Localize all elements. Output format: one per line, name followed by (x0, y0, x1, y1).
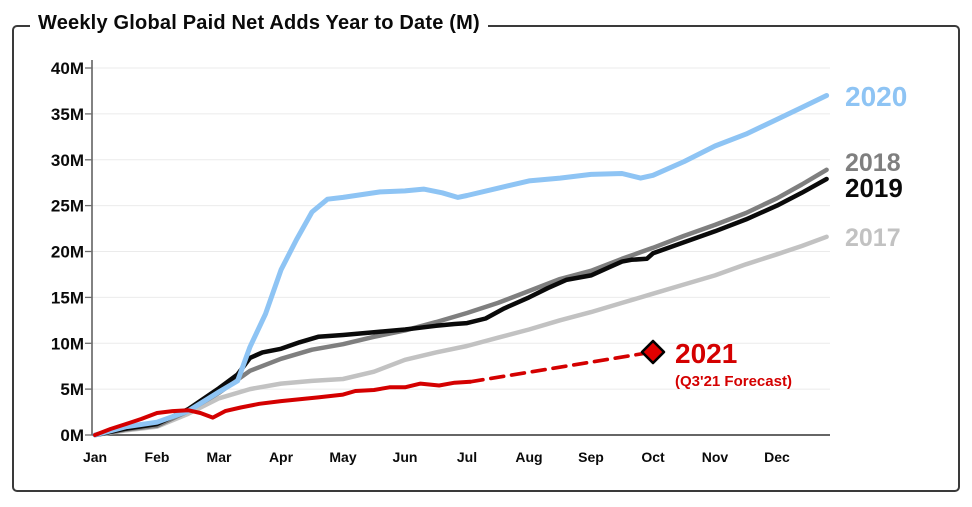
x-tick-label: Apr (269, 449, 294, 465)
y-tick-label: 30M (51, 151, 84, 170)
series-line-2017 (92, 234, 829, 438)
y-tick-label: 25M (51, 197, 84, 216)
y-tick-label: 15M (51, 288, 84, 307)
x-tick-label: Jan (83, 449, 107, 465)
y-tick-label: 40M (51, 59, 84, 78)
forecast-diamond-marker (640, 339, 666, 365)
y-tick-label: 5M (60, 380, 84, 399)
series-label-2020: 2020 (845, 81, 907, 112)
x-tick-label: Jun (393, 449, 418, 465)
series-label-2018: 2018 (845, 149, 901, 177)
y-tick-label: 35M (51, 105, 84, 124)
series-line-2021 (93, 379, 473, 437)
chart-title: Weekly Global Paid Net Adds Year to Date… (30, 12, 488, 35)
y-tick-label: 0M (60, 426, 84, 445)
x-tick-label: Dec (764, 449, 790, 465)
forecast-annotation: (Q3'21 Forecast) (675, 373, 792, 390)
x-tick-label: Nov (702, 449, 729, 465)
x-tick-label: Aug (515, 449, 542, 465)
y-tick-label: 20M (51, 243, 84, 262)
series-label-2021: 2021 (675, 338, 737, 369)
chart-frame (12, 25, 960, 492)
series-line-2020 (92, 93, 830, 438)
x-tick-label: Mar (207, 449, 232, 465)
x-tick-label: Sep (578, 449, 604, 465)
series-label-2017: 2017 (845, 224, 901, 252)
series-label-2019: 2019 (845, 173, 903, 203)
x-tick-label: May (329, 449, 356, 465)
forecast-dashed-line-2021 (468, 350, 655, 384)
series-line-2019 (92, 176, 829, 438)
x-tick-label: Oct (641, 449, 665, 465)
y-tick-label: 10M (51, 334, 84, 353)
x-tick-label: Jul (457, 449, 477, 465)
x-tick-label: Feb (145, 449, 170, 465)
